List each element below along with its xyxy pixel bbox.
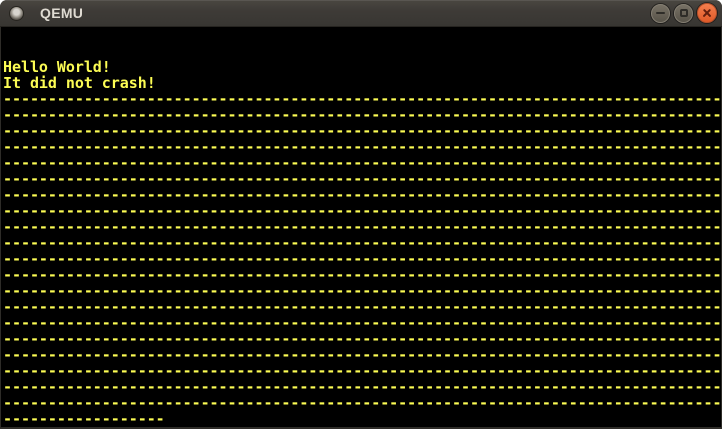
maximize-button[interactable]	[674, 3, 693, 23]
window-controls	[651, 3, 717, 23]
square-icon	[679, 9, 688, 17]
vga-text-buffer: Hello World! It did not crash! ---------…	[3, 58, 721, 427]
vga-display[interactable]: Hello World! It did not crash! ---------…	[1, 27, 721, 427]
titlebar[interactable]: QEMU	[0, 0, 722, 27]
window-title: QEMU	[40, 5, 84, 21]
minus-icon	[656, 12, 665, 14]
window-menu-icon[interactable]	[10, 7, 23, 20]
close-button[interactable]	[697, 3, 717, 23]
minimize-button[interactable]	[651, 3, 670, 23]
